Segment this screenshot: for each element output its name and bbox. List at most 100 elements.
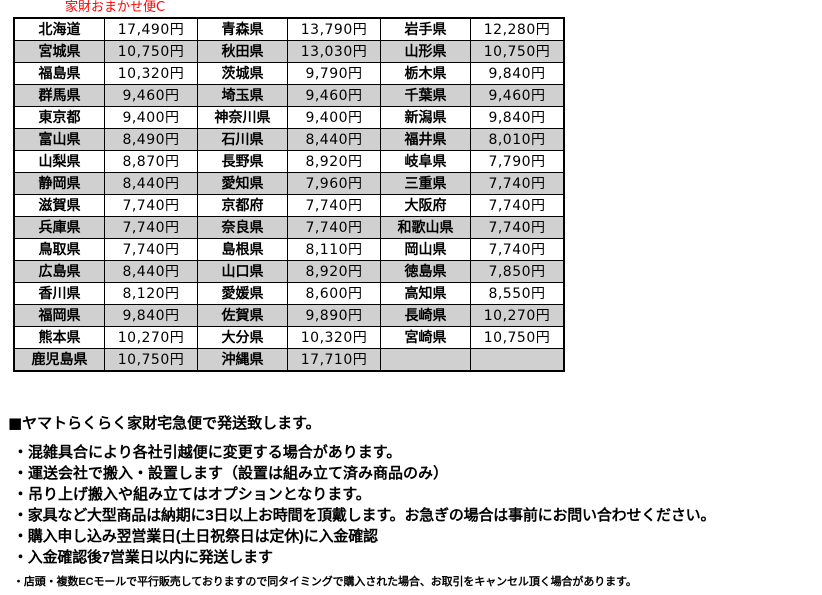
- table-row: 香川県 8,120円 愛媛県 8,600円 高知県 8,550円: [13, 282, 565, 305]
- price-cell: 9,840円: [470, 106, 565, 129]
- prefecture-cell: 高知県: [380, 282, 471, 305]
- price-cell: 8,440円: [104, 260, 198, 283]
- prefecture-cell: 埼玉県: [197, 84, 288, 107]
- prefecture-cell: 長野県: [197, 150, 288, 173]
- price-cell: 8,870円: [104, 150, 198, 173]
- price-cell: 8,600円: [287, 282, 381, 305]
- price-cell: 17,710円: [287, 348, 381, 372]
- notes-list: ・混雑具合により各社引越便に変更する場合があります。・運送会社で搬入・設置します…: [0, 442, 822, 568]
- prefecture-cell: 福島県: [13, 62, 105, 85]
- price-table-title: 家財おまかせ便C: [65, 0, 166, 15]
- table-row: 広島県 8,440円 山口県 8,920円 徳島県 7,850円: [13, 260, 565, 283]
- shipping-price-table: 北海道 17,490円 青森県 13,790円 岩手県 12,280円 宮城県 10,750円…: [13, 17, 565, 372]
- price-cell: 9,460円: [104, 84, 198, 107]
- prefecture-cell: 愛媛県: [197, 282, 288, 305]
- price-cell: 17,490円: [104, 17, 198, 41]
- price-cell: 7,740円: [104, 194, 198, 217]
- prefecture-cell: 福井県: [380, 128, 471, 151]
- table-row: 宮城県 10,750円 秋田県 13,030円 山形県 10,750円: [13, 40, 565, 63]
- price-cell: 7,740円: [104, 238, 198, 261]
- price-cell: 8,440円: [287, 128, 381, 151]
- prefecture-cell: 岐阜県: [380, 150, 471, 173]
- price-cell: 8,110円: [287, 238, 381, 261]
- prefecture-cell: 大分県: [197, 326, 288, 349]
- note-line: ・吊り上げ搬入や組み立てはオプションとなります。: [13, 485, 371, 503]
- price-cell: 9,400円: [287, 106, 381, 129]
- prefecture-cell: 長崎県: [380, 304, 471, 327]
- table-row: 東京都 9,400円 神奈川県 9,400円 新潟県 9,840円: [13, 106, 565, 129]
- prefecture-cell: 島根県: [197, 238, 288, 261]
- price-table-container: 北海道 17,490円 青森県 13,790円 岩手県 12,280円 宮城県 10,750円…: [13, 17, 565, 372]
- prefecture-cell: 青森県: [197, 17, 288, 41]
- price-cell: 10,320円: [287, 326, 381, 349]
- prefecture-cell: 愛知県: [197, 172, 288, 195]
- notes-section: ■ヤマトらくらく家財宅急便で発送致します。 ・混雑具合により各社引越便に変更する…: [0, 412, 822, 590]
- price-cell: 9,460円: [287, 84, 381, 107]
- price-cell: 8,920円: [287, 260, 381, 283]
- table-row: 兵庫県 7,740円 奈良県 7,740円 和歌山県 7,740円: [13, 216, 565, 239]
- prefecture-cell: 群馬県: [13, 84, 105, 107]
- prefecture-cell: 佐賀県: [197, 304, 288, 327]
- prefecture-cell: [380, 348, 471, 372]
- price-cell: 7,740円: [287, 216, 381, 239]
- prefecture-cell: 千葉県: [380, 84, 471, 107]
- prefecture-cell: 鹿児島県: [13, 348, 105, 372]
- prefecture-cell: 三重県: [380, 172, 471, 195]
- note-line: ・運送会社で搬入・設置します（設置は組み立て済み商品のみ）: [13, 464, 449, 482]
- price-cell: 10,270円: [470, 304, 565, 327]
- price-cell: 7,740円: [470, 194, 565, 217]
- table-row: 北海道 17,490円 青森県 13,790円 岩手県 12,280円: [13, 17, 565, 41]
- prefecture-cell: 秋田県: [197, 40, 288, 63]
- price-cell: 9,400円: [104, 106, 198, 129]
- price-cell: 13,030円: [287, 40, 381, 63]
- table-row: 鹿児島県 10,750円 沖縄県 17,710円: [13, 348, 565, 372]
- note-line: ・混雑具合により各社引越便に変更する場合があります。: [13, 443, 402, 461]
- price-cell: 10,750円: [470, 326, 565, 349]
- note-line: ・家具など大型商品は納期に3日以上お時間を頂戴します。お急ぎの場合は事前にお問い…: [13, 507, 716, 524]
- table-row: 群馬県 9,460円 埼玉県 9,460円 千葉県 9,460円: [13, 84, 565, 107]
- price-cell: 7,790円: [470, 150, 565, 173]
- prefecture-cell: 広島県: [13, 260, 105, 283]
- note-line: ・入金確認後7営業日以内に発送します: [13, 549, 273, 566]
- prefecture-cell: 新潟県: [380, 106, 471, 129]
- prefecture-cell: 宮城県: [13, 40, 105, 63]
- table-row: 静岡県 8,440円 愛知県 7,960円 三重県 7,740円: [13, 172, 565, 195]
- prefecture-cell: 山口県: [197, 260, 288, 283]
- prefecture-cell: 茨城県: [197, 62, 288, 85]
- prefecture-cell: 東京都: [13, 106, 105, 129]
- price-cell: 8,010円: [470, 128, 565, 151]
- price-cell: 8,550円: [470, 282, 565, 305]
- table-row: 富山県 8,490円 石川県 8,440円 福井県 8,010円: [13, 128, 565, 151]
- prefecture-cell: 沖縄県: [197, 348, 288, 372]
- price-cell: 9,840円: [470, 62, 565, 85]
- price-cell: 10,270円: [104, 326, 198, 349]
- prefecture-cell: 香川県: [13, 282, 105, 305]
- price-cell: 12,280円: [470, 17, 565, 41]
- prefecture-cell: 京都府: [197, 194, 288, 217]
- price-cell: 7,960円: [287, 172, 381, 195]
- prefecture-cell: 石川県: [197, 128, 288, 151]
- prefecture-cell: 和歌山県: [380, 216, 471, 239]
- prefecture-cell: 岩手県: [380, 17, 471, 41]
- prefecture-cell: 兵庫県: [13, 216, 105, 239]
- price-cell: 8,120円: [104, 282, 198, 305]
- prefecture-cell: 宮崎県: [380, 326, 471, 349]
- prefecture-cell: 奈良県: [197, 216, 288, 239]
- notes-heading: ■ヤマトらくらく家財宅急便で発送致します。: [8, 414, 321, 432]
- prefecture-cell: 栃木県: [380, 62, 471, 85]
- table-row: 福島県 10,320円 茨城県 9,790円 栃木県 9,840円: [13, 62, 565, 85]
- table-row: 滋賀県 7,740円 京都府 7,740円 大阪府 7,740円: [13, 194, 565, 217]
- price-cell: 7,850円: [470, 260, 565, 283]
- prefecture-cell: 山形県: [380, 40, 471, 63]
- price-cell: 8,920円: [287, 150, 381, 173]
- prefecture-cell: 北海道: [13, 17, 105, 41]
- price-cell: 9,840円: [104, 304, 198, 327]
- prefecture-cell: 福岡県: [13, 304, 105, 327]
- price-cell: 8,440円: [104, 172, 198, 195]
- table-row: 鳥取県 7,740円 島根県 8,110円 岡山県 7,740円: [13, 238, 565, 261]
- prefecture-cell: 熊本県: [13, 326, 105, 349]
- price-cell: 10,320円: [104, 62, 198, 85]
- price-cell: 7,740円: [470, 238, 565, 261]
- price-cell: 7,740円: [104, 216, 198, 239]
- price-cell: 7,740円: [470, 216, 565, 239]
